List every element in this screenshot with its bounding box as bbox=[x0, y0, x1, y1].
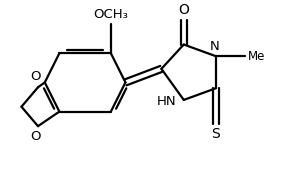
Text: Me: Me bbox=[248, 50, 265, 63]
Text: O: O bbox=[30, 70, 40, 83]
Text: O: O bbox=[30, 130, 40, 143]
Text: O: O bbox=[178, 3, 189, 17]
Text: HN: HN bbox=[156, 95, 176, 108]
Text: OCH₃: OCH₃ bbox=[93, 8, 128, 21]
Text: N: N bbox=[210, 40, 220, 53]
Text: S: S bbox=[212, 127, 220, 141]
